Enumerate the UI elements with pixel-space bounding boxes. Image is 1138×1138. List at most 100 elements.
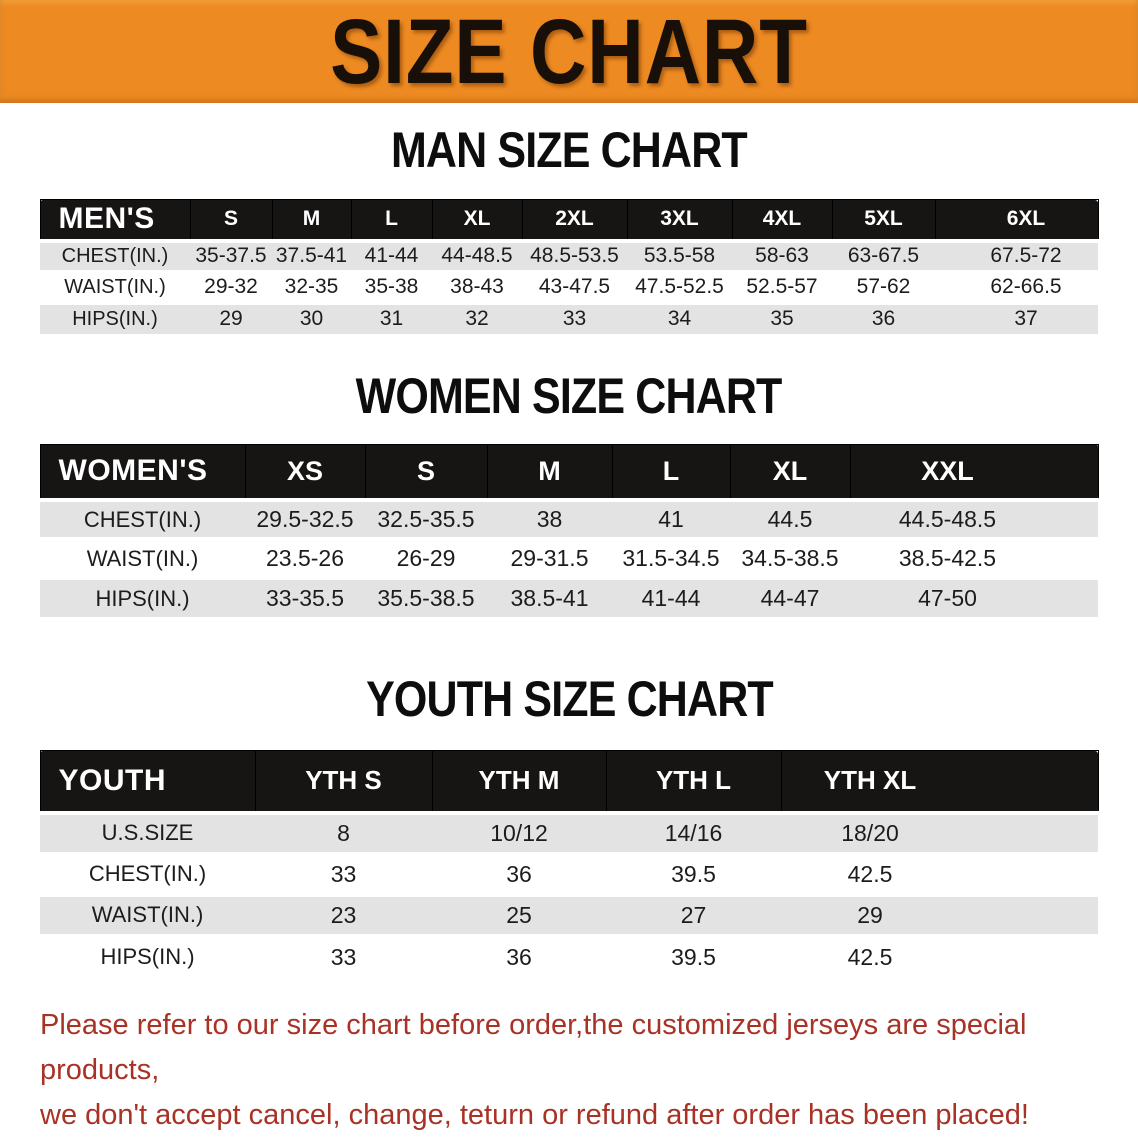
cell: 33 — [255, 851, 432, 895]
women-waist-row: WAIST(IN.) 23.5-26 26-29 29-31.5 31.5-34… — [40, 537, 1098, 578]
column-header: XL — [431, 199, 523, 241]
cell: 32 — [432, 300, 522, 334]
cell: 38 — [487, 498, 612, 539]
cell: 36 — [832, 300, 935, 334]
men-section-heading: MAN SIZE CHART — [0, 125, 1138, 175]
row-label: HIPS(IN.) — [40, 933, 255, 977]
cell: 39.5 — [606, 851, 781, 895]
column-header: S — [364, 443, 488, 501]
cell: 30 — [272, 300, 351, 334]
cell: 18/20 — [781, 810, 1098, 854]
cell: 36 — [432, 851, 606, 895]
cell: 37 — [935, 300, 1098, 334]
cell: 44-48.5 — [432, 238, 522, 272]
men-table-label: MEN'S — [39, 199, 191, 241]
cell: 33-35.5 — [245, 576, 365, 617]
cell: 31 — [351, 300, 432, 334]
youth-hips-row: HIPS(IN.) 33 36 39.5 42.5 — [40, 933, 1098, 977]
column-header: XL — [729, 443, 851, 501]
cell: 44.5 — [730, 498, 850, 539]
cell: 41-44 — [612, 576, 730, 617]
column-header: YTH XL — [780, 750, 1099, 813]
row-label: CHEST(IN.) — [40, 851, 255, 895]
women-section: WOMEN SIZE CHART WOMEN'S XS S M L XL XXL… — [0, 367, 1138, 617]
cell: 33 — [255, 933, 432, 977]
column-header: L — [611, 443, 731, 501]
column-header: 3XL — [626, 199, 733, 241]
cell: 41-44 — [351, 238, 432, 272]
women-hips-row: HIPS(IN.) 33-35.5 35.5-38.5 38.5-41 41-4… — [40, 576, 1098, 617]
cell: 37.5-41 — [272, 238, 351, 272]
youth-size-table: YOUTH YTH S YTH M YTH L YTH XL U.S.SIZE … — [39, 750, 1099, 977]
column-header: YTH L — [605, 750, 782, 813]
cell: 27 — [606, 892, 781, 936]
banner-title: SIZE CHART — [330, 0, 808, 103]
cell: 34.5-38.5 — [730, 537, 850, 578]
cell: 23.5-26 — [245, 537, 365, 578]
women-size-table: WOMEN'S XS S M L XL XXL CHEST(IN.) 29.5-… — [39, 443, 1099, 617]
women-header-row: WOMEN'S XS S M L XL XXL — [39, 443, 1099, 501]
cell: 48.5-53.5 — [522, 238, 627, 272]
column-header: XS — [244, 443, 366, 501]
row-label: HIPS(IN.) — [40, 300, 190, 334]
cell: 14/16 — [606, 810, 781, 854]
row-label: WAIST(IN.) — [40, 269, 190, 303]
column-header: M — [271, 199, 352, 241]
men-size-table: MEN'S S M L XL 2XL 3XL 4XL 5XL 6XL CHEST… — [39, 199, 1099, 334]
cell: 38.5-42.5 — [850, 537, 1098, 578]
disclaimer-line-2: we don't accept cancel, change, teturn o… — [40, 1098, 1029, 1131]
cell: 23 — [255, 892, 432, 936]
cell: 8 — [255, 810, 432, 854]
cell: 39.5 — [606, 933, 781, 977]
cell: 44.5-48.5 — [850, 498, 1098, 539]
disclaimer: Please refer to our size chart before or… — [40, 1003, 1118, 1138]
cell: 29.5-32.5 — [245, 498, 365, 539]
youth-header-row: YOUTH YTH S YTH M YTH L YTH XL — [39, 750, 1099, 813]
cell: 32.5-35.5 — [365, 498, 487, 539]
cell: 38.5-41 — [487, 576, 612, 617]
cell: 38-43 — [432, 269, 522, 303]
row-label: CHEST(IN.) — [40, 498, 245, 539]
men-header-row: MEN'S S M L XL 2XL 3XL 4XL 5XL 6XL — [39, 199, 1099, 241]
column-header: M — [486, 443, 613, 501]
cell: 35-37.5 — [190, 238, 272, 272]
cell: 41 — [612, 498, 730, 539]
cell: 44-47 — [730, 576, 850, 617]
youth-section-heading-text: YOUTH SIZE CHART — [365, 671, 774, 727]
cell: 35 — [732, 300, 832, 334]
cell: 57-62 — [832, 269, 935, 303]
cell: 47-50 — [850, 576, 1098, 617]
cell: 31.5-34.5 — [612, 537, 730, 578]
cell: 63-67.5 — [832, 238, 935, 272]
cell: 29 — [781, 892, 1098, 936]
men-waist-row: WAIST(IN.) 29-32 32-35 35-38 38-43 43-47… — [40, 269, 1098, 303]
column-header: YTH M — [431, 750, 607, 813]
column-header: L — [350, 199, 433, 241]
cell: 36 — [432, 933, 606, 977]
column-header: 5XL — [831, 199, 936, 241]
column-header: 2XL — [521, 199, 628, 241]
cell: 35.5-38.5 — [365, 576, 487, 617]
cell: 32-35 — [272, 269, 351, 303]
cell: 42.5 — [781, 851, 1098, 895]
cell: 52.5-57 — [732, 269, 832, 303]
row-label: HIPS(IN.) — [40, 576, 245, 617]
banner: SIZE CHART — [0, 0, 1138, 103]
youth-waist-row: WAIST(IN.) 23 25 27 29 — [40, 892, 1098, 936]
women-chest-row: CHEST(IN.) 29.5-32.5 32.5-35.5 38 41 44.… — [40, 498, 1098, 539]
cell: 10/12 — [432, 810, 606, 854]
cell: 62-66.5 — [935, 269, 1098, 303]
cell: 47.5-52.5 — [627, 269, 732, 303]
cell: 58-63 — [732, 238, 832, 272]
row-label: WAIST(IN.) — [40, 537, 245, 578]
cell: 25 — [432, 892, 606, 936]
youth-section: YOUTH SIZE CHART YOUTH YTH S YTH M YTH L… — [0, 671, 1138, 977]
cell: 35-38 — [351, 269, 432, 303]
cell: 29-32 — [190, 269, 272, 303]
men-section: MAN SIZE CHART MEN'S S M L XL 2XL 3XL 4X… — [0, 125, 1138, 334]
cell: 29 — [190, 300, 272, 334]
youth-chest-row: CHEST(IN.) 33 36 39.5 42.5 — [40, 851, 1098, 895]
women-section-heading-text: WOMEN SIZE CHART — [356, 367, 783, 424]
column-header: YTH S — [254, 750, 433, 813]
youth-table-label: YOUTH — [39, 750, 256, 813]
